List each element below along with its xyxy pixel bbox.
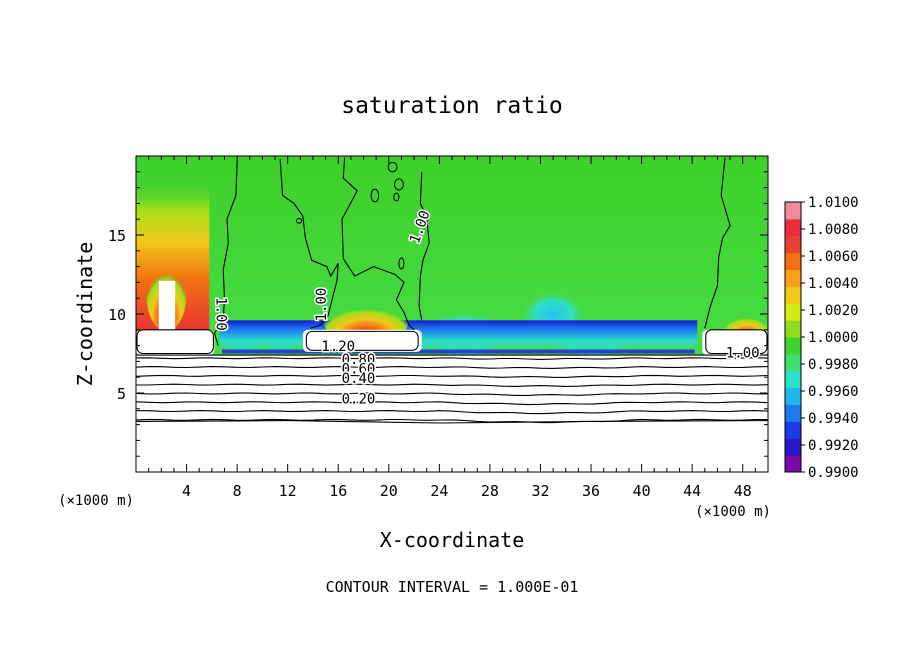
contour-label: 1.00 xyxy=(213,297,229,331)
colorbar-swatch xyxy=(785,202,801,220)
x-tick-label: 16 xyxy=(329,482,347,500)
colorbar: 1.0100 1.0080 1.0060 1.0040 1.0020 1.0000 0.99… xyxy=(784,195,859,481)
colorbar-swatch xyxy=(785,286,801,304)
contour-line xyxy=(213,162,238,346)
contour-line xyxy=(341,157,415,331)
contour-line xyxy=(136,418,768,424)
colorbar-swatch xyxy=(785,303,801,321)
colorbar-swatch xyxy=(785,218,801,237)
colorbar-swatch xyxy=(785,269,801,287)
contour-line xyxy=(136,401,768,406)
contour-line xyxy=(136,392,768,396)
colorbar-swatch xyxy=(785,438,801,456)
contour-line xyxy=(136,420,768,424)
y-tick-label: 10 xyxy=(108,306,126,324)
colorbar-swatch xyxy=(785,235,801,254)
contour-label: 1.00 xyxy=(314,288,330,322)
x-tick-label: 12 xyxy=(279,482,297,500)
colorbar-swatch xyxy=(785,320,801,338)
colorbar-tick-label: 1.0020 xyxy=(808,303,859,319)
x-tick-label: 20 xyxy=(380,482,398,500)
x-tick-label: 24 xyxy=(430,482,448,500)
contour-label: 1.20 xyxy=(321,339,355,355)
cloud-edge-pocket xyxy=(702,329,768,356)
contour-label: 0.20 xyxy=(342,391,376,407)
colorbar-swatch xyxy=(785,404,801,422)
contour-line xyxy=(136,383,768,387)
cloud-base-gradient xyxy=(219,320,698,356)
closed-contour xyxy=(296,217,303,224)
y-axis-unit-label: (×1000 m) xyxy=(58,493,134,509)
x-tick-label: 32 xyxy=(531,482,549,500)
colorbar-tick-label: 1.0000 xyxy=(808,330,859,346)
cloud-edge-contour xyxy=(305,330,419,351)
y-tick-label: 5 xyxy=(117,385,126,403)
colorbar-tick-label: 0.9940 xyxy=(808,411,859,427)
colorbar-swatch xyxy=(785,421,801,439)
x-tick-label: 44 xyxy=(683,482,701,500)
contour-line xyxy=(136,410,768,415)
cloud-edge-pocket xyxy=(136,329,215,356)
left-white-core xyxy=(158,280,176,330)
colorbar-tick-label: 1.0060 xyxy=(808,249,859,265)
cloud-edge-contour xyxy=(136,329,214,355)
closed-contour xyxy=(398,257,405,270)
clear-layer xyxy=(136,355,768,472)
contour-label: 0.60 xyxy=(342,361,376,377)
colorbar-swatch xyxy=(785,252,801,270)
chart-title: saturation ratio xyxy=(341,93,563,119)
colorbar-swatch xyxy=(785,387,801,405)
colorbar-tick-label: 0.9980 xyxy=(808,357,859,373)
x-tick-label: 36 xyxy=(582,482,600,500)
cloud-edge-contour xyxy=(705,329,768,355)
contour-line xyxy=(136,357,768,360)
cloud-base-blue xyxy=(221,349,695,354)
contour-lines xyxy=(136,157,768,424)
contour-label: 0.80 xyxy=(342,352,376,368)
contour-label: 0.40 xyxy=(342,371,376,387)
colorbar-tick-label: 1.0100 xyxy=(808,195,859,211)
closed-contour xyxy=(370,188,380,203)
x-tick-label: 4 xyxy=(182,482,191,500)
closed-contour xyxy=(387,161,398,173)
closed-contour xyxy=(393,192,400,202)
y-axis-label: Z-coordinate xyxy=(73,242,97,387)
cloud-edge-pocket xyxy=(302,329,422,352)
colorbar-swatch xyxy=(785,370,801,389)
colorbar-tick-label: 0.9920 xyxy=(808,438,859,454)
colorbar-tick-label: 1.0040 xyxy=(808,276,859,292)
contour-line xyxy=(279,159,339,329)
colorbar-swatch xyxy=(785,337,801,355)
x-tick-label: 48 xyxy=(734,482,752,500)
contour-line xyxy=(704,157,731,329)
contour-labels: 1.00 1.001.001.001.200.800.600.400.20 xyxy=(211,207,761,409)
colorbar-swatch xyxy=(785,353,801,372)
contour-label: 1.00 xyxy=(726,346,760,362)
colorbar-swatch xyxy=(785,455,801,473)
contour-line xyxy=(136,374,768,378)
y-axis-ticks: 5 10 15 xyxy=(108,171,768,457)
contour-line xyxy=(136,366,768,369)
x-axis-label: X-coordinate xyxy=(380,528,525,552)
x-tick-label: 28 xyxy=(481,482,499,500)
x-tick-label: 8 xyxy=(233,482,242,500)
x-axis-unit-label: (×1000 m) xyxy=(695,504,771,520)
y-tick-label: 15 xyxy=(108,227,126,245)
x-tick-label: 40 xyxy=(633,482,651,500)
closed-contour xyxy=(393,178,404,191)
colorbar-tick-label: 1.0080 xyxy=(808,222,859,238)
contour-line xyxy=(418,171,430,321)
contour-interval-note: CONTOUR INTERVAL = 1.000E-01 xyxy=(326,578,579,596)
x-axis-ticks: 4 8 12 16 20 24 28 32 36 40 44 48 xyxy=(148,156,756,500)
colorbar-tick-label: 0.9900 xyxy=(808,465,859,481)
colorbar-tick-label: 0.9960 xyxy=(808,384,859,400)
saturation-field xyxy=(136,156,768,472)
